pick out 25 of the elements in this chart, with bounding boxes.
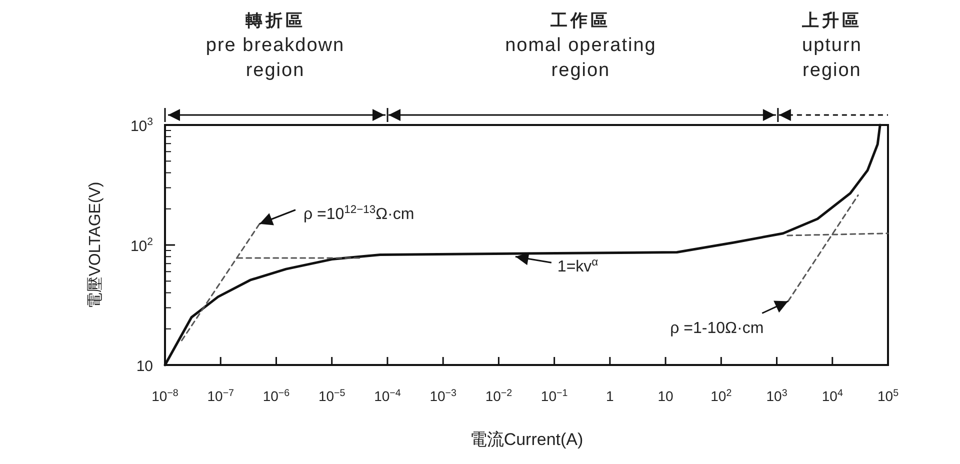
x-tick-label: 10$^{−8}$ [152, 388, 179, 404]
x-tick-label: 10$^{−2}$ [485, 388, 512, 404]
y-tick-label: 10$^{3}$ [130, 116, 154, 135]
x-tick-label: 10$^{5}$ [877, 388, 900, 404]
x-tick-label: 10$^{−3}$ [430, 388, 457, 404]
text: 工作區 nomal operating region [505, 11, 656, 81]
text: 轉折區 pre breakdown region [206, 11, 345, 81]
y-tick-label: 10 [136, 358, 153, 375]
x-axis-title: 電流Current(A) [470, 430, 584, 449]
y-tick-label: 10$^{2}$ [130, 236, 154, 255]
x-tick-label: 10$^{2}$ [710, 388, 732, 404]
x-tick-label: 10$^{−6}$ [262, 388, 290, 404]
x-tick-label: 10$^{4}$ [822, 388, 844, 404]
x-tick-label: 1 [606, 388, 614, 404]
text: 上升區 upturn region [800, 11, 862, 81]
annotation: ρ =10$^{12−13}$Ω·cm [303, 204, 414, 223]
annotation: 1=kv$^{α}$ [557, 256, 599, 276]
x-tick-label: 10$^{3}$ [766, 388, 788, 404]
x-tick-label: 10 [658, 388, 674, 404]
y-axis-title: 電壓VOLTAGE(V) [87, 182, 104, 308]
annotation: ρ =1-10Ω·cm [670, 320, 764, 338]
x-tick-label: 10$^{−5}$ [318, 388, 346, 404]
x-tick-label: 10$^{−4}$ [374, 388, 402, 404]
x-tick-label: 10$^{−7}$ [207, 388, 234, 404]
x-tick-label: 10$^{−1}$ [540, 388, 568, 404]
